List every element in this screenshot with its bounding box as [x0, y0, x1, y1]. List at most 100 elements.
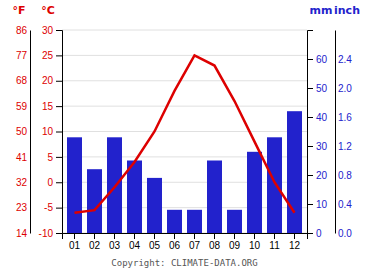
tick-label: 09 [229, 240, 241, 251]
tick-mark [307, 175, 313, 176]
bar [207, 161, 222, 234]
tick-label: 40 [316, 112, 328, 123]
tick-label: 2.4 [338, 54, 352, 65]
tick-label: 50 [316, 83, 328, 94]
grid-line [62, 30, 307, 31]
tick: 14 [16, 228, 30, 239]
tick: 12 [289, 233, 301, 251]
tick: 32 [16, 177, 30, 188]
tick: -10 [39, 228, 62, 239]
tick-label: 14 [16, 228, 28, 239]
bar-series [67, 111, 302, 233]
tick-label: 0.0 [338, 228, 352, 239]
y-axis-title: °C [41, 4, 55, 17]
tick: 20 [42, 75, 62, 86]
tick: 01 [69, 233, 81, 251]
y2-axis-title: mm [310, 4, 333, 17]
chart: 010203040506070809101112-10-505101520253… [0, 0, 365, 273]
grid-line [62, 106, 307, 107]
tick-label: 59 [16, 101, 28, 112]
tick: 41 [16, 152, 30, 163]
tick-label: 30 [42, 25, 54, 36]
tick: 05 [149, 233, 161, 251]
tick-label: 2.0 [338, 83, 352, 94]
tick-label: 41 [16, 152, 28, 163]
tick-label: 0.4 [338, 199, 352, 210]
tick-label: 10 [249, 240, 261, 251]
tick-label: 60 [316, 54, 328, 65]
tick-mark [74, 233, 75, 239]
tick-label: 11 [269, 240, 280, 251]
axis-line [63, 234, 308, 240]
grid [62, 30, 307, 233]
tick: 60 [307, 54, 328, 65]
annotation: Copyright: CLIMATE-DATA.ORG [111, 258, 257, 268]
tick: 02 [89, 233, 101, 251]
tick-label: 12 [289, 240, 301, 251]
bar [87, 169, 102, 233]
tick: 11 [269, 233, 280, 251]
tick: 23 [16, 202, 30, 213]
tick: 25 [42, 50, 62, 61]
tick-label: 0 [47, 177, 53, 188]
tick: 0.4 [335, 199, 352, 210]
tick-label: 01 [69, 240, 81, 251]
tick-label: 0 [316, 228, 322, 239]
tick-label: 1.2 [338, 141, 352, 152]
tick-mark [307, 233, 313, 234]
axis-line [30, 31, 31, 234]
y2-axis: 0102030405060 [307, 31, 328, 239]
grid-line [62, 80, 307, 81]
tick-mark [294, 233, 295, 239]
grid-line [62, 131, 307, 132]
tick-mark [114, 233, 115, 239]
tick: 50 [16, 126, 30, 137]
tick-label: 68 [16, 75, 28, 86]
axis-line [335, 31, 336, 234]
tick-mark [56, 55, 62, 56]
tick-mark [254, 233, 255, 239]
tick-mark [274, 233, 275, 239]
tick-label: 05 [149, 240, 161, 251]
tick: -5 [44, 202, 62, 213]
tick-label: 15 [42, 101, 54, 112]
tick: 10 [307, 199, 328, 210]
tick-label: 25 [42, 50, 54, 61]
tick-label: 03 [109, 240, 121, 251]
bar [227, 210, 242, 233]
tick: 0 [307, 228, 322, 239]
y4-axis: 0.00.40.81.21.62.02.4 [335, 31, 352, 239]
tick-mark [194, 233, 195, 239]
tick: 06 [169, 233, 181, 251]
tick-label: 20 [42, 75, 54, 86]
tick-label: 32 [16, 177, 28, 188]
axis-line [56, 31, 63, 234]
tick-label: 50 [16, 126, 28, 137]
tick: 04 [129, 233, 141, 251]
tick-label: 10 [316, 199, 328, 210]
tick-mark [307, 59, 313, 60]
bar [67, 137, 82, 233]
bar [247, 152, 262, 233]
tick-mark [134, 233, 135, 239]
tick-label: 04 [129, 240, 141, 251]
plot: 010203040506070809101112-10-505101520253… [12, 4, 359, 251]
tick: 1.2 [335, 141, 352, 152]
tick: 68 [16, 75, 30, 86]
bar [287, 111, 302, 233]
tick-mark [56, 106, 62, 107]
tick: 10 [249, 233, 261, 251]
tick-mark [94, 233, 95, 239]
tick: 03 [109, 233, 121, 251]
grid-line [62, 55, 307, 56]
tick-label: 23 [16, 202, 28, 213]
tick-label: -5 [44, 202, 53, 213]
tick-mark [234, 233, 235, 239]
line [75, 55, 295, 212]
tick: 07 [189, 233, 201, 251]
tick: 15 [42, 101, 62, 112]
x-axis: 010203040506070809101112 [63, 233, 308, 251]
tick: 86 [16, 25, 30, 36]
y3-axis-title: °F [12, 4, 25, 17]
tick-label: 10 [42, 126, 54, 137]
